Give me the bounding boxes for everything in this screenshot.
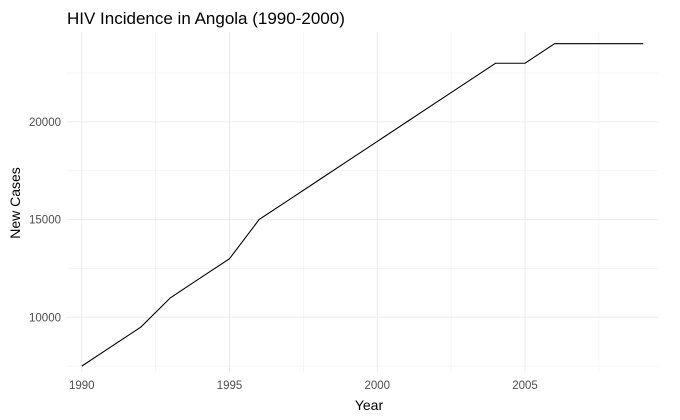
series-layer	[81, 43, 644, 367]
x-tick-label: 2000	[364, 380, 390, 392]
series-line	[81, 43, 644, 367]
x-tick-label: 1995	[217, 380, 243, 392]
y-tick-label: 20000	[29, 117, 61, 129]
y-axis-tick-labels: 10000 15000 20000	[29, 117, 61, 324]
x-axis-tick-labels: 1990 1995 2000 2005	[69, 380, 538, 392]
x-tick-label: 2005	[512, 380, 538, 392]
x-axis-title: Year	[355, 397, 384, 413]
y-tick-label: 10000	[29, 312, 61, 324]
minor-gridlines	[67, 32, 658, 372]
major-gridlines	[67, 32, 658, 372]
x-tick-label: 1990	[69, 380, 95, 392]
y-tick-label: 15000	[29, 215, 61, 227]
y-axis-title: New Cases	[7, 167, 23, 239]
chart-title: HIV Incidence in Angola (1990-2000)	[67, 9, 345, 28]
